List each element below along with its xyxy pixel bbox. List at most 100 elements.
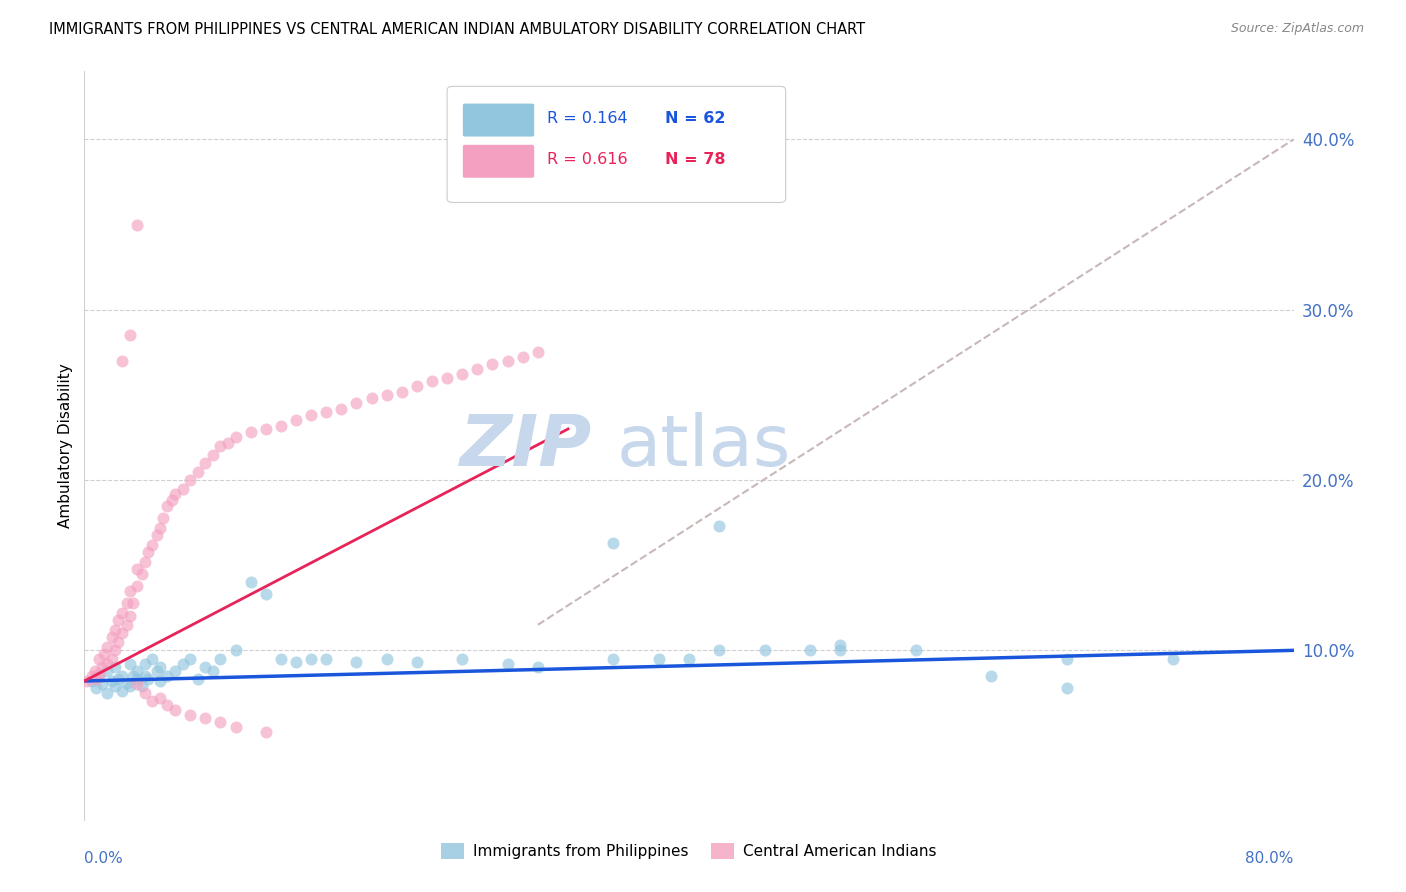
Point: [436, 371, 458, 385]
Point: [100, 630, 122, 644]
Point: [451, 652, 474, 666]
Point: [1056, 681, 1078, 695]
Point: [179, 473, 201, 487]
Text: Source: ZipAtlas.com: Source: ZipAtlas.com: [1230, 22, 1364, 36]
Point: [136, 673, 159, 687]
Text: ZIP: ZIP: [460, 411, 592, 481]
Point: [149, 660, 172, 674]
Point: [830, 638, 852, 652]
Point: [156, 698, 179, 712]
Point: [156, 499, 179, 513]
Point: [194, 711, 217, 725]
Point: [678, 652, 700, 666]
Point: [131, 566, 153, 581]
Text: N = 62: N = 62: [665, 112, 725, 126]
FancyBboxPatch shape: [447, 87, 786, 202]
Point: [225, 720, 247, 734]
Point: [254, 422, 277, 436]
Point: [104, 643, 127, 657]
Point: [136, 544, 159, 558]
Point: [330, 401, 353, 416]
Text: atlas: atlas: [616, 411, 790, 481]
Point: [830, 643, 852, 657]
Point: [111, 684, 134, 698]
Point: [118, 583, 141, 598]
Point: [285, 413, 308, 427]
Point: [179, 652, 201, 666]
Point: [172, 482, 194, 496]
Point: [527, 660, 550, 674]
FancyBboxPatch shape: [463, 145, 534, 178]
Point: [194, 660, 217, 674]
Point: [96, 686, 118, 700]
Point: [131, 679, 153, 693]
Point: [91, 677, 114, 691]
Point: [149, 521, 172, 535]
Point: [152, 510, 174, 524]
Point: [375, 652, 398, 666]
Point: [149, 673, 172, 688]
Point: [100, 673, 122, 688]
Point: [225, 430, 247, 444]
Point: [96, 657, 118, 671]
Point: [187, 465, 209, 479]
Point: [451, 368, 474, 382]
Point: [104, 679, 127, 693]
Point: [91, 660, 114, 674]
Point: [648, 652, 671, 666]
Point: [270, 652, 292, 666]
Point: [299, 409, 322, 423]
Point: [115, 596, 138, 610]
Point: [496, 657, 519, 671]
Point: [96, 640, 118, 654]
Point: [134, 555, 156, 569]
Point: [239, 425, 262, 440]
Point: [165, 664, 187, 678]
Text: 0.0%: 0.0%: [84, 851, 124, 865]
Point: [709, 519, 731, 533]
Point: [107, 673, 129, 687]
Point: [141, 652, 163, 666]
Point: [107, 635, 129, 649]
Point: [118, 657, 141, 671]
Point: [270, 418, 292, 433]
Point: [146, 664, 169, 678]
Point: [467, 362, 489, 376]
Point: [121, 669, 143, 683]
Point: [89, 669, 111, 683]
Point: [104, 623, 127, 637]
Point: [111, 626, 134, 640]
Point: [254, 725, 277, 739]
Y-axis label: Ambulatory Disability: Ambulatory Disability: [58, 364, 73, 528]
Point: [127, 561, 149, 575]
Point: [127, 664, 149, 678]
Point: [127, 677, 149, 691]
Point: [299, 652, 322, 666]
Point: [346, 655, 368, 669]
Point: [100, 652, 122, 666]
Point: [134, 686, 156, 700]
Point: [86, 681, 108, 695]
Point: [406, 655, 429, 669]
Point: [360, 392, 382, 406]
Point: [165, 703, 187, 717]
Point: [391, 384, 413, 399]
Point: [217, 435, 239, 450]
Point: [602, 536, 624, 550]
Point: [527, 345, 550, 359]
Point: [89, 667, 111, 681]
Point: [160, 493, 183, 508]
Point: [187, 673, 209, 687]
Point: [127, 218, 149, 232]
Text: IMMIGRANTS FROM PHILIPPINES VS CENTRAL AMERICAN INDIAN AMBULATORY DISABILITY COR: IMMIGRANTS FROM PHILIPPINES VS CENTRAL A…: [49, 22, 865, 37]
Legend: Immigrants from Philippines, Central American Indians: Immigrants from Philippines, Central Ame…: [434, 838, 943, 865]
Point: [118, 679, 141, 693]
Point: [76, 673, 98, 688]
Point: [481, 357, 503, 371]
Point: [141, 538, 163, 552]
Point: [799, 643, 821, 657]
Point: [315, 652, 337, 666]
Point: [1056, 652, 1078, 666]
Point: [239, 575, 262, 590]
Point: [115, 675, 138, 690]
